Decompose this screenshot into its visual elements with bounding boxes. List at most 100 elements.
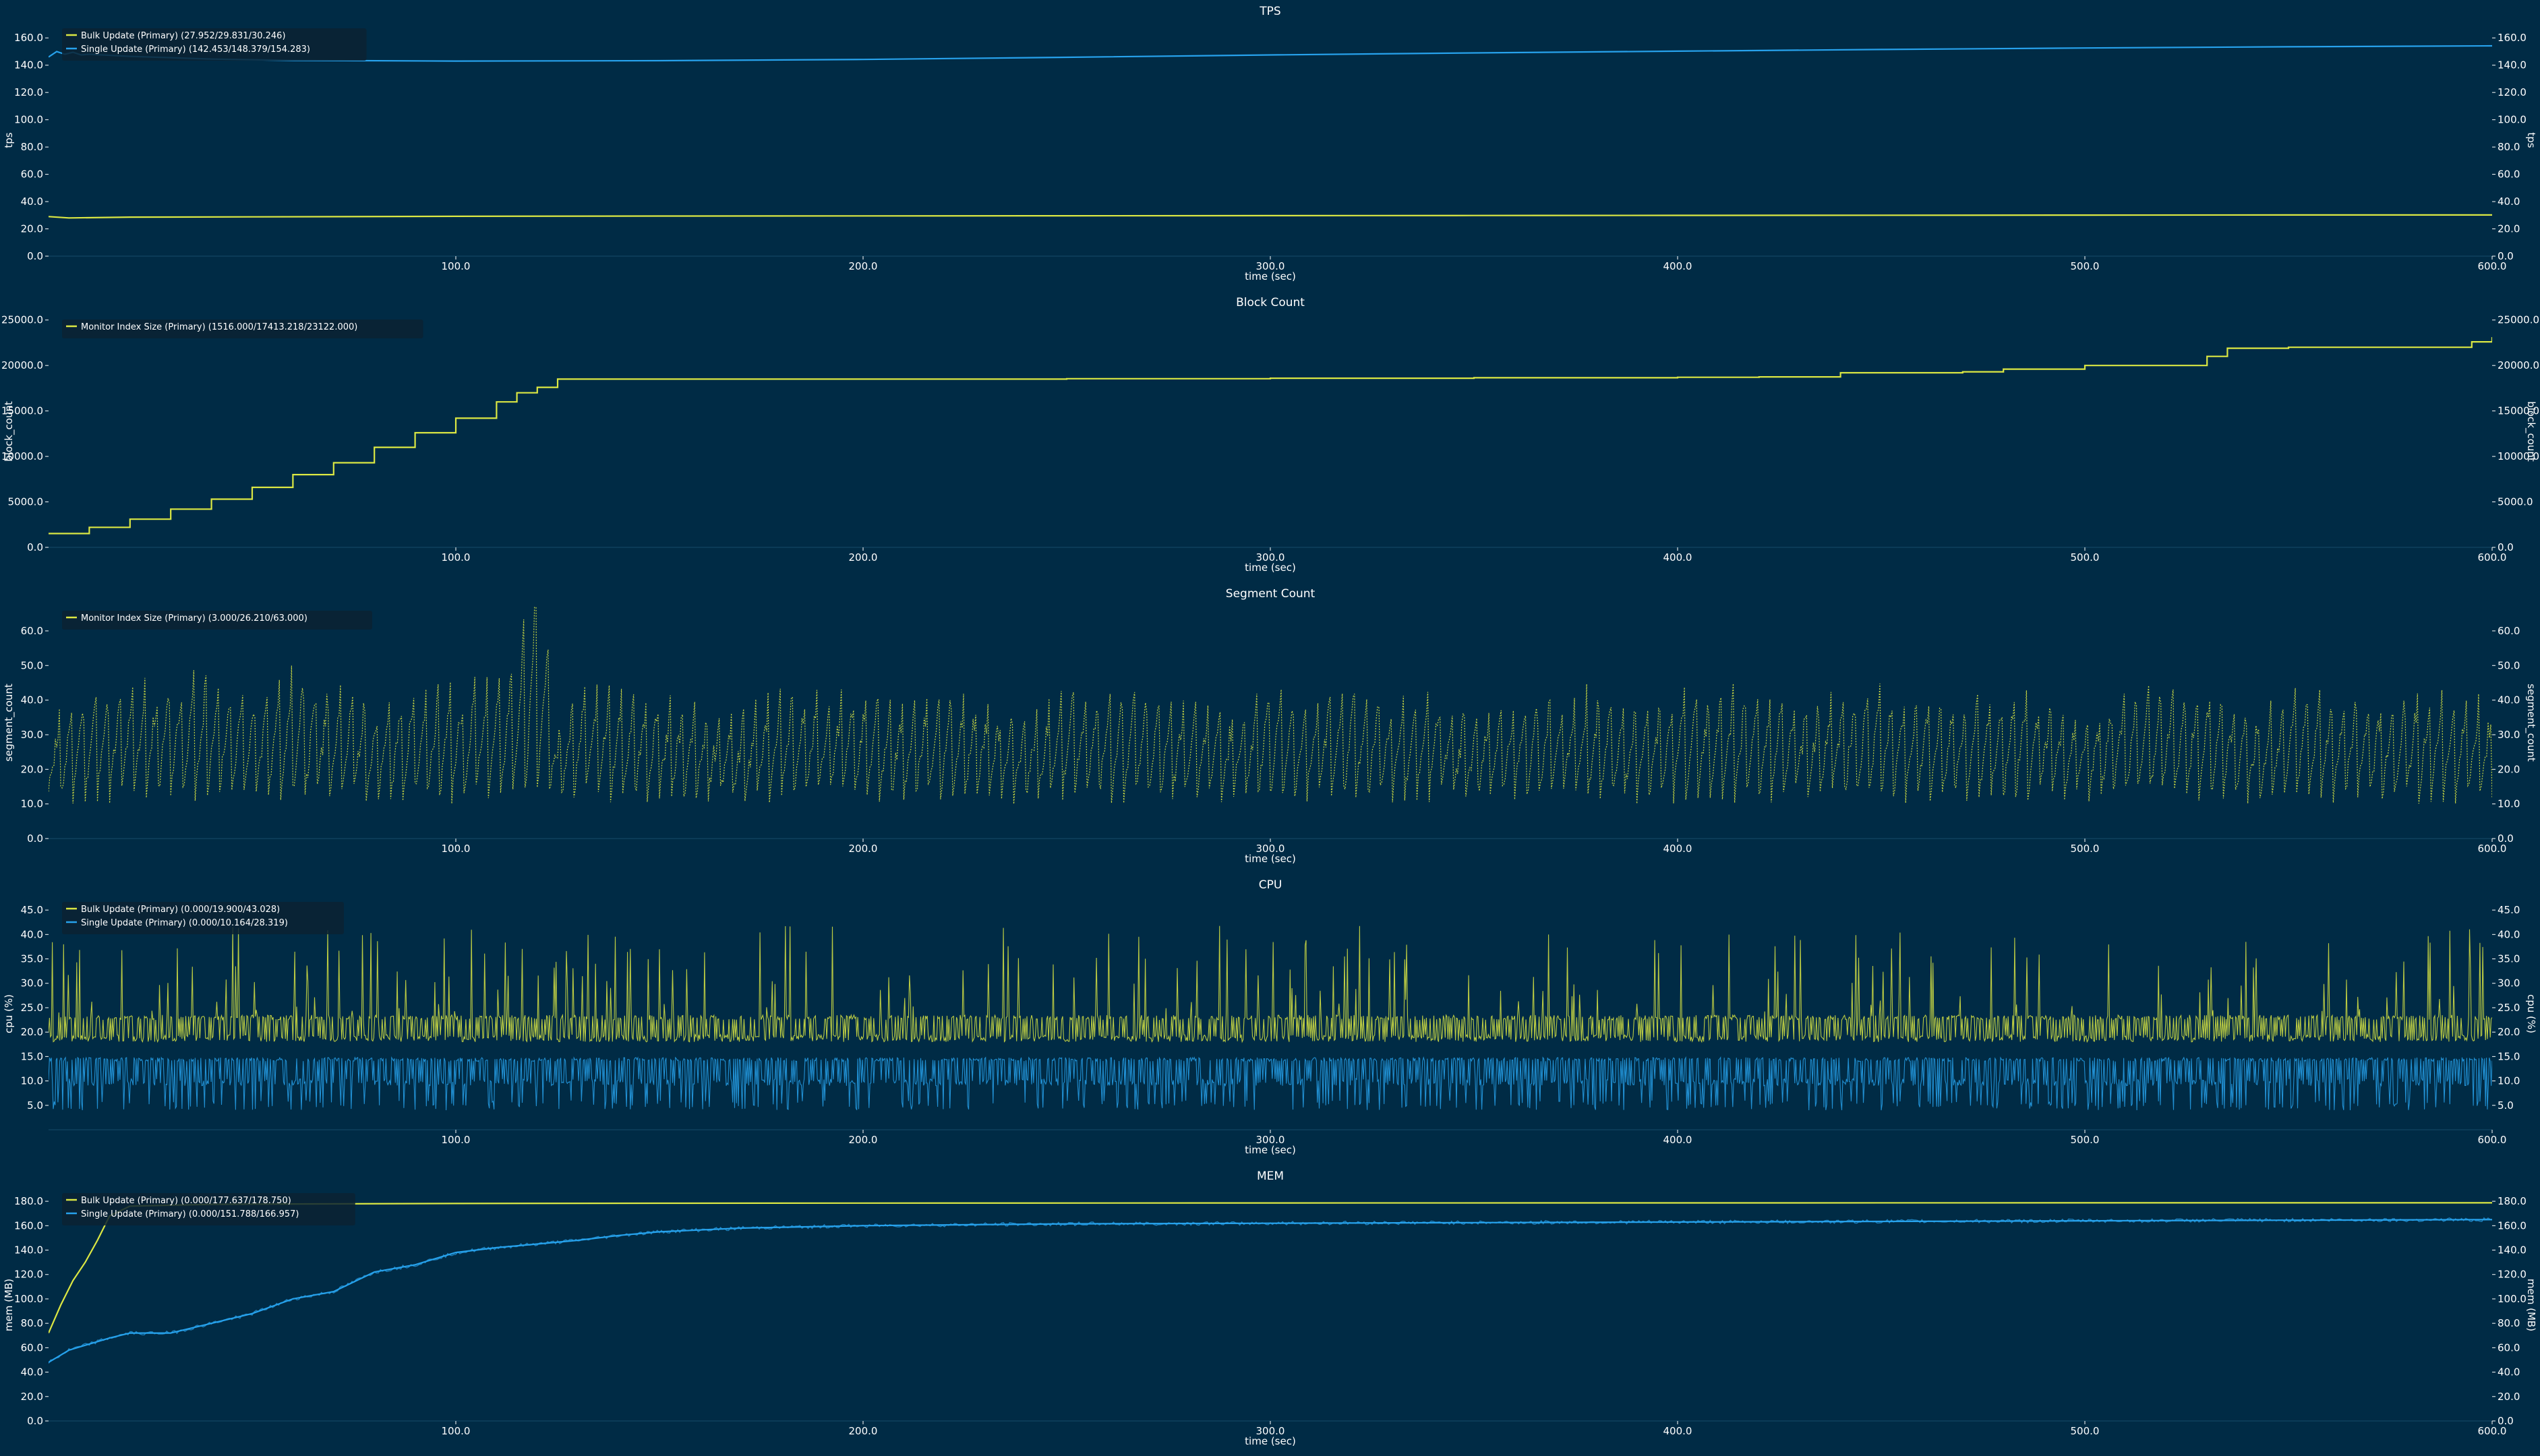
chart-title: Segment Count [1226, 587, 1316, 601]
chart-panels: TPS 100.0 200.0 300.0 400.0 500.0 600.0 time (s… [1, 5, 2539, 1447]
x-tick-label: 100.0 [442, 551, 471, 564]
x-tick-label: 400.0 [1663, 260, 1692, 272]
series-jitter [49, 1217, 2492, 1364]
y-tick-label-right: 15.0 [2498, 1050, 2520, 1062]
y-tick-label-right: 60.0 [2498, 1341, 2520, 1354]
x-tick-label: 200.0 [849, 260, 878, 272]
x-tick-label: 400.0 [1663, 1134, 1692, 1146]
y-tick-label-left: 15.0 [21, 1050, 43, 1062]
y-tick-label-right: 25.0 [2498, 1002, 2520, 1014]
x-axis-label: time (sec) [1245, 1144, 1296, 1156]
legend: Bulk Update (Primary) (27.952/29.831/30.… [62, 28, 367, 61]
y-tick-label-left: 20000.0 [1, 359, 43, 371]
y-axis-label-left: cpu (%) [3, 994, 15, 1033]
y-axis-label-right: cpu (%) [2525, 994, 2537, 1033]
legend-entry: Single Update (Primary) (0.000/151.788/1… [81, 1209, 299, 1219]
y-tick-label-left: 40.0 [21, 928, 43, 940]
y-tick-label-left: 10000.0 [1, 450, 43, 462]
y-tick-label-right: 30.0 [2498, 977, 2520, 990]
y-tick-label-right: 20.0 [2498, 1026, 2520, 1038]
x-tick-label: 600.0 [2478, 1134, 2507, 1146]
y-tick-label-left: 20.0 [21, 1026, 43, 1038]
y-tick-label-left: 0.0 [27, 832, 43, 845]
y-tick-label-right: 10.0 [2498, 1075, 2520, 1087]
y-axis-label-left: mem (MB) [3, 1279, 15, 1331]
legend: Monitor Index Size (Primary) (1516.000/1… [62, 320, 423, 338]
legend: Bulk Update (Primary) (0.000/19.900/43.0… [62, 902, 344, 934]
series-group [49, 926, 2492, 1111]
chart-title: TPS [1259, 5, 1280, 18]
x-tick-label: 100.0 [442, 1425, 471, 1437]
plot-area [49, 607, 2492, 839]
chart-1: Block Count 100.0 200.0 300.0 400.0 500.0 600.… [1, 296, 2539, 574]
y-tick-label-left: 35.0 [21, 953, 43, 965]
y-tick-label-left: 40.0 [21, 195, 43, 208]
x-tick-label: 600.0 [2478, 551, 2507, 564]
y-tick-label-left: 180.0 [14, 1195, 43, 1207]
y-tick-label-left: 120.0 [14, 1269, 43, 1281]
y-tick-label-left: 30.0 [21, 729, 43, 741]
legend-entry: Monitor Index Size (Primary) (3.000/26.2… [81, 613, 307, 624]
series-line [49, 337, 2492, 535]
y-tick-label-left: 30.0 [21, 977, 43, 990]
chart-title: MEM [1257, 1170, 1284, 1183]
y-tick-label-left: 50.0 [21, 659, 43, 671]
y-axis-label-left: tps [3, 132, 15, 148]
x-tick-label: 200.0 [849, 551, 878, 564]
y-tick-label-right: 10.0 [2498, 798, 2520, 810]
x-tick-label: 300.0 [1256, 1425, 1285, 1437]
chart-4: MEM 100.0 200.0 300.0 400.0 500.0 600.0 time (s… [3, 1170, 2537, 1447]
x-tick-label: 300.0 [1256, 551, 1285, 564]
x-tick-label: 100.0 [442, 843, 471, 855]
y-tick-label-right: 80.0 [2498, 141, 2520, 153]
series-line [49, 1056, 2492, 1111]
y-tick-label-left: 140.0 [14, 59, 43, 71]
legend: Bulk Update (Primary) (0.000/177.637/178… [62, 1193, 355, 1225]
y-tick-label-right: 120.0 [2498, 86, 2527, 98]
y-tick-label-right: 160.0 [2498, 1219, 2527, 1232]
x-tick-label: 300.0 [1256, 843, 1285, 855]
x-axis-label: time (sec) [1245, 270, 1296, 282]
legend-box [62, 28, 367, 61]
x-tick-label: 300.0 [1256, 260, 1285, 272]
x-tick-label: 200.0 [849, 1134, 878, 1146]
y-tick-label-left: 25000.0 [1, 314, 43, 326]
y-tick-label-left: 0.0 [27, 1415, 43, 1427]
x-tick-label: 200.0 [849, 1425, 878, 1437]
y-axis-label-right: block_count [2524, 401, 2537, 462]
y-tick-label-right: 100.0 [2498, 1293, 2527, 1305]
y-tick-label-left: 5.0 [27, 1099, 43, 1112]
y-tick-label-left: 20.0 [21, 223, 43, 235]
y-tick-label-left: 40.0 [21, 1366, 43, 1378]
y-axis-label-left: segment_count [3, 684, 16, 762]
series-group [49, 337, 2492, 535]
y-tick-label-right: 40.0 [2498, 1366, 2520, 1378]
y-tick-label-right: 5000.0 [2498, 496, 2533, 508]
y-axis-label-right: tps [2525, 132, 2537, 148]
y-tick-label-left: 80.0 [21, 141, 43, 153]
x-tick-label: 600.0 [2478, 260, 2507, 272]
chart-3: CPU 100.0 200.0 300.0 400.0 500.0 600.0 time (s… [3, 878, 2537, 1156]
x-tick-label: 600.0 [2478, 843, 2507, 855]
legend-box [62, 611, 372, 630]
series-line [49, 926, 2492, 1043]
y-tick-label-left: 10.0 [21, 798, 43, 810]
y-tick-label-left: 40.0 [21, 694, 43, 706]
y-tick-label-right: 60.0 [2498, 169, 2520, 181]
y-tick-label-left: 120.0 [14, 86, 43, 98]
legend-box [62, 1193, 355, 1225]
x-tick-label: 500.0 [2071, 551, 2100, 564]
y-tick-label-left: 60.0 [21, 169, 43, 181]
x-tick-label: 400.0 [1663, 551, 1692, 564]
x-tick-label: 500.0 [2071, 1425, 2100, 1437]
y-tick-label-right: 30.0 [2498, 729, 2520, 741]
y-tick-label-right: 180.0 [2498, 1195, 2527, 1207]
x-axis-label: time (sec) [1245, 562, 1296, 574]
y-tick-label-right: 35.0 [2498, 953, 2520, 965]
y-tick-label-right: 20.0 [2498, 763, 2520, 775]
y-tick-label-right: 20000.0 [2498, 359, 2539, 371]
y-tick-label-right: 20.0 [2498, 1391, 2520, 1403]
series-line [49, 214, 2492, 219]
y-tick-label-right: 160.0 [2498, 32, 2527, 44]
